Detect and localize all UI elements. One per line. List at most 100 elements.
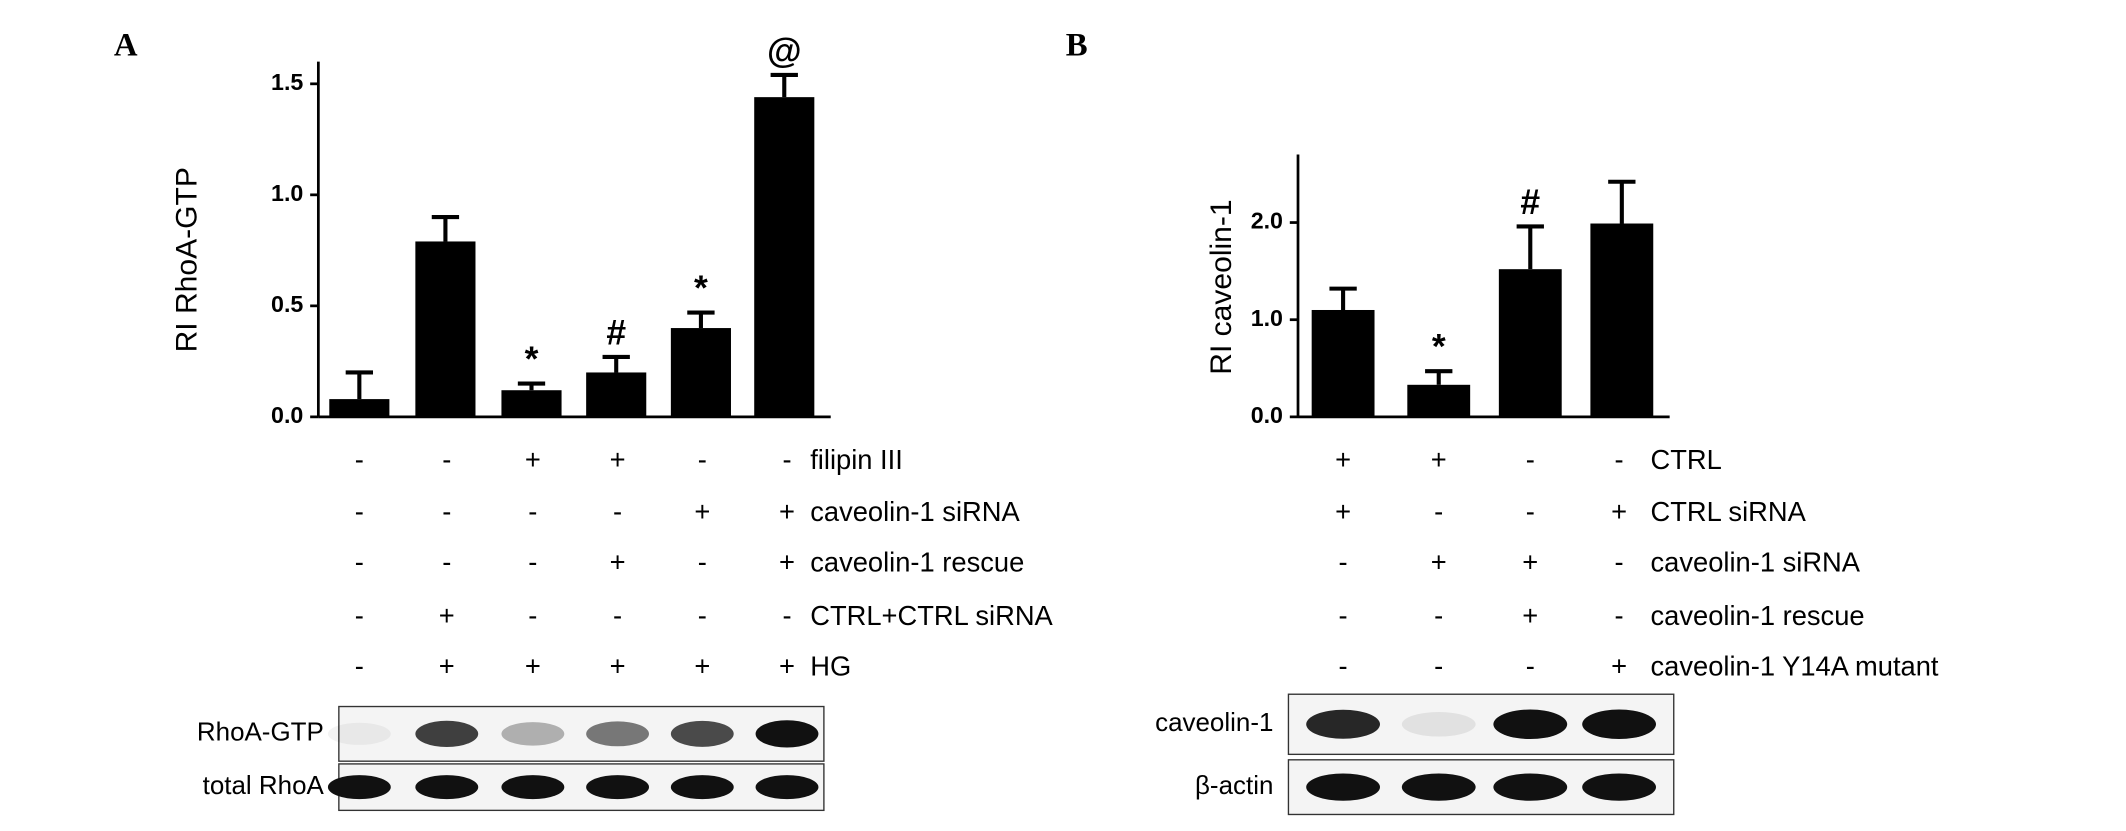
treatment-sign: - (1615, 444, 1624, 475)
treatment-sign: + (694, 650, 710, 681)
y-tick-label: 0.0 (271, 402, 303, 428)
treatment-label: caveolin-1 rescue (810, 547, 1024, 578)
treatment-sign: + (779, 547, 795, 578)
significance-mark: * (1432, 327, 1446, 367)
blot-panel (338, 705, 825, 762)
treatment-sign: - (1339, 650, 1348, 681)
y-tick-label: 0.0 (1251, 402, 1283, 428)
treatment-sign: + (525, 650, 541, 681)
blot-label: β-actin (1195, 770, 1273, 800)
treatment-label: caveolin-1 siRNA (810, 496, 1020, 527)
y-tick-label: 1.0 (271, 180, 303, 206)
blot-band (755, 775, 819, 800)
blot-band (501, 775, 565, 800)
blot-band (415, 775, 479, 800)
treatment-sign: + (779, 650, 795, 681)
significance-mark: * (694, 268, 708, 308)
treatment-sign: - (1615, 600, 1624, 631)
treatment-sign: + (610, 547, 626, 578)
y-axis-label: RI caveolin-1 (1205, 199, 1238, 374)
blot-band (327, 722, 391, 745)
treatment-sign: - (442, 547, 451, 578)
treatment-label: caveolin-1 Y14A mutant (1651, 650, 1939, 681)
treatment-sign: - (698, 600, 707, 631)
treatment-sign: - (1434, 650, 1443, 681)
blot-band (755, 720, 819, 748)
blot-band (1306, 709, 1380, 739)
blot-label: RhoA-GTP (197, 717, 324, 747)
treatment-label: CTRL (1651, 444, 1722, 475)
treatment-label: filipin III (810, 444, 903, 475)
blot-band (1582, 773, 1656, 801)
treatment-sign: + (610, 444, 626, 475)
blot-band (586, 775, 650, 800)
blot-band (1582, 709, 1656, 740)
bar (586, 372, 647, 417)
significance-mark: @ (767, 30, 802, 70)
panel-label: A (114, 27, 138, 63)
treatment-sign: - (698, 547, 707, 578)
treatment-sign: + (610, 650, 626, 681)
blot-band (670, 720, 734, 747)
bar (754, 97, 815, 417)
y-tick-label: 2.0 (1251, 208, 1283, 234)
treatment-sign: + (1522, 547, 1538, 578)
blot-panel (338, 763, 825, 812)
treatment-sign: - (613, 600, 622, 631)
treatment-sign: - (1526, 650, 1535, 681)
bar (1407, 384, 1471, 417)
treatment-sign: + (1611, 650, 1627, 681)
treatment-sign: - (1434, 600, 1443, 631)
y-tick-label: 0.5 (271, 291, 303, 317)
blot-band (1493, 709, 1568, 740)
treatment-sign: - (528, 600, 537, 631)
bar (329, 399, 390, 417)
treatment-sign: + (779, 496, 795, 527)
treatment-sign: + (1611, 496, 1627, 527)
treatment-sign: - (442, 444, 451, 475)
blot-label: total RhoA (203, 770, 325, 800)
blot-label: caveolin-1 (1155, 707, 1273, 737)
blot-band (327, 775, 391, 800)
blot-band (670, 775, 734, 800)
treatment-sign: - (1526, 444, 1535, 475)
significance-mark: # (1520, 182, 1540, 222)
blot-band (415, 720, 479, 747)
treatment-label: CTRL siRNA (1651, 496, 1807, 527)
y-tick-label: 1.0 (1251, 305, 1283, 331)
treatment-sign: - (1615, 547, 1624, 578)
bar (501, 390, 562, 417)
treatment-sign: + (1431, 444, 1447, 475)
treatment-sign: + (439, 650, 455, 681)
blot-band (1401, 712, 1476, 737)
y-axis-label: RI RhoA-GTP (170, 167, 203, 352)
bar (415, 241, 476, 417)
treatment-sign: + (1335, 496, 1351, 527)
bar (1311, 309, 1375, 417)
blot-band (1306, 773, 1380, 801)
treatment-sign: - (1526, 496, 1535, 527)
treatment-sign: - (1339, 547, 1348, 578)
bar (1590, 223, 1654, 417)
treatment-label: caveolin-1 rescue (1651, 600, 1865, 631)
treatment-sign: + (1335, 444, 1351, 475)
blot-band (586, 721, 650, 747)
treatment-label: CTRL+CTRL siRNA (810, 600, 1053, 631)
y-tick-label: 1.5 (271, 69, 303, 95)
treatment-sign: - (782, 600, 791, 631)
treatment-sign: - (1434, 496, 1443, 527)
blot-band (501, 722, 565, 746)
treatment-sign: + (439, 600, 455, 631)
treatment-sign: - (1339, 600, 1348, 631)
significance-mark: * (525, 339, 539, 379)
treatment-label: caveolin-1 siRNA (1651, 547, 1861, 578)
blot-band (1401, 773, 1476, 801)
panel-label: B (1066, 27, 1088, 63)
bar (670, 328, 731, 417)
treatment-sign: + (694, 496, 710, 527)
treatment-sign: + (1431, 547, 1447, 578)
treatment-sign: - (698, 444, 707, 475)
treatment-sign: - (613, 496, 622, 527)
